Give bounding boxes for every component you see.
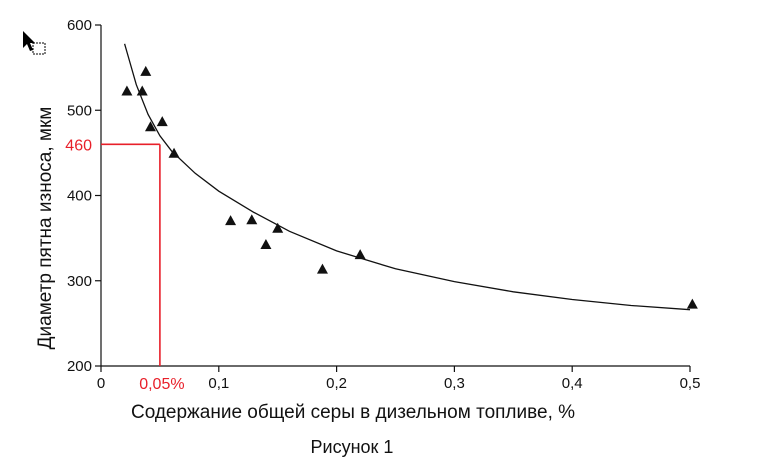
y-tick-label: 600 — [67, 17, 92, 34]
y-tick-label: 400 — [67, 188, 92, 205]
cursor-icon — [23, 31, 46, 55]
data-point — [354, 249, 366, 260]
trend-line — [123, 43, 691, 311]
y-axis-label: Диаметр пятна износа, мкм — [35, 107, 56, 350]
data-point — [260, 238, 272, 249]
y-tick-label: 200 — [67, 358, 92, 375]
y-tick-label: 500 — [67, 102, 92, 119]
data-point — [156, 116, 168, 127]
data-point — [140, 65, 152, 76]
x-axis-label: Содержание общей серы в дизельном топлив… — [131, 402, 575, 423]
axes — [100, 25, 690, 367]
y-ticks: 200 300 400 500 600 — [67, 17, 101, 375]
annotation-y-label: 460 — [65, 137, 92, 154]
x-ticks: 0 0,1 0,2 0,3 0,4 0,5 — [97, 366, 701, 392]
data-point — [225, 215, 237, 226]
annotation: 460 0,05% — [65, 137, 184, 393]
x-tick-label: 0,2 — [326, 375, 347, 392]
data-point — [136, 85, 148, 96]
data-points — [121, 65, 698, 309]
data-point — [686, 298, 698, 309]
x-tick-label: 0,5 — [680, 375, 701, 392]
data-point — [272, 222, 284, 233]
data-point — [316, 263, 328, 274]
x-tick-label: 0 — [97, 375, 105, 392]
data-point — [121, 85, 133, 96]
annotation-x-label: 0,05% — [139, 376, 184, 393]
y-tick-label: 300 — [67, 273, 92, 290]
x-tick-label: 0,3 — [444, 375, 465, 392]
x-tick-label: 0,1 — [208, 375, 229, 392]
data-point — [144, 121, 156, 132]
data-point — [168, 147, 180, 158]
x-tick-label: 0,4 — [562, 375, 583, 392]
figure-caption: Рисунок 1 — [311, 437, 394, 457]
data-point — [246, 214, 258, 225]
